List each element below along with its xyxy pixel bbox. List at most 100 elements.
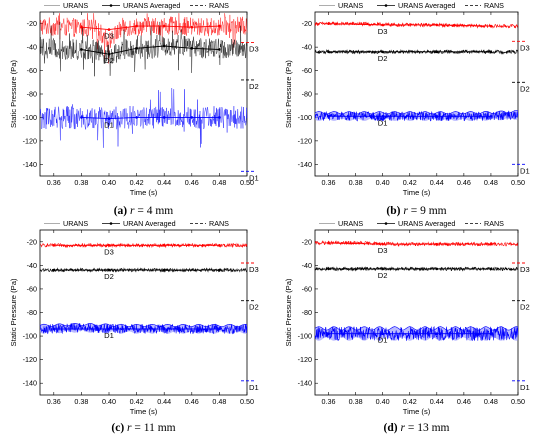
rans-label-d1: D1: [249, 383, 259, 392]
legend-entry: URANS Averaged: [377, 219, 455, 228]
y-tick-label: -80: [302, 308, 312, 317]
rans-label-d2: D2: [249, 303, 259, 312]
x-tick-label: 0.48: [484, 397, 498, 406]
averaged-point: [381, 23, 384, 27]
legend-label: URANS: [338, 219, 363, 228]
y-tick-label: -120: [298, 355, 312, 364]
averaged-point: [489, 114, 493, 118]
y-tick-label: -80: [302, 90, 312, 99]
legend-entry: URANS Averaged: [377, 1, 455, 10]
averaged-point: [218, 244, 221, 247]
y-tick-label: -100: [23, 332, 37, 341]
x-tick-label: 0.42: [403, 178, 417, 187]
series-rans-d1: D1: [512, 163, 530, 175]
y-tick-label: -80: [27, 308, 37, 317]
caption-letter: (c): [111, 422, 124, 434]
y-tick-label: -20: [27, 19, 37, 28]
averaged-point: [218, 327, 221, 331]
x-tick-label: 0.46: [185, 178, 199, 187]
series-urans-d1: [39, 322, 248, 335]
urans-line: [314, 21, 519, 29]
averaged-line: [81, 25, 220, 31]
urans-line: [314, 110, 519, 122]
x-tick-label: 0.44: [157, 178, 171, 187]
caption-rest: = 13 mm: [405, 422, 450, 434]
averaged-point: [162, 44, 166, 48]
legend-entry: URAN Averaged: [102, 219, 176, 228]
averaged-point: [107, 117, 111, 120]
y-tick-label: -100: [298, 332, 312, 341]
legend-label: URANS Averaged: [123, 1, 180, 10]
panel-caption: (d) r = 13 mm: [384, 422, 450, 434]
chart-panel-0: 0.36 0.38 0.40 0.42 0.44 0.46 0.48 0.50 -20 -40 -6…: [9, 1, 259, 197]
y-tick-label: -120: [23, 355, 37, 364]
averaged-point: [381, 114, 384, 118]
curve-label-d1: D1: [104, 331, 114, 340]
legend-marker-averaged: [384, 4, 388, 7]
averaged-line: [328, 23, 491, 27]
y-tick-label: -20: [27, 237, 37, 246]
legend-entry: URANS: [319, 1, 363, 10]
urans-line: [39, 87, 248, 148]
curve-label-d3: D3: [378, 246, 388, 255]
x-tick-label: 0.48: [484, 178, 498, 187]
series-averaged-d2: [80, 44, 221, 56]
x-tick-label: 0.38: [349, 178, 363, 187]
averaged-point: [435, 332, 439, 336]
y-tick-label: -20: [302, 237, 312, 246]
series-urans-d3: [39, 13, 248, 64]
x-tick-label: 0.46: [185, 397, 199, 406]
series-averaged-d2: [327, 50, 493, 54]
y-tick-label: -40: [302, 43, 312, 52]
averaged-point: [162, 24, 166, 28]
caption-letter: (d): [384, 422, 398, 434]
averaged-point: [381, 332, 384, 336]
y-tick-label: -60: [27, 66, 37, 75]
averaged-point: [80, 25, 83, 29]
chart-panel-2: 0.36 0.38 0.40 0.42 0.44 0.46 0.48 0.50 -20 -40 -6…: [9, 219, 259, 416]
rans-label-d3: D3: [520, 43, 530, 52]
y-tick-label: -40: [302, 261, 312, 270]
x-tick-label: 0.40: [376, 178, 390, 187]
y-tick-label: -60: [302, 66, 312, 75]
legend-entry: URANS: [44, 1, 88, 10]
urans-line: [39, 13, 248, 64]
caption-variable: r: [130, 205, 135, 217]
y-tick-label: -60: [302, 284, 312, 293]
averaged-point: [435, 267, 439, 271]
averaged-point: [190, 47, 194, 50]
series-rans-d1: D1: [241, 380, 259, 392]
averaged-point: [80, 116, 83, 119]
caption-rest: = 4 mm: [135, 205, 174, 217]
series-rans-d1: D1: [512, 380, 530, 392]
y-tick-label: -60: [27, 284, 37, 293]
curve-label-d3: D3: [104, 32, 114, 41]
rans-label-d1: D1: [249, 173, 259, 182]
y-tick-label: -120: [23, 136, 37, 145]
legend-entry: RANS: [190, 219, 229, 228]
averaged-point: [218, 268, 221, 272]
urans-line: [314, 326, 519, 342]
averaged-line: [81, 116, 220, 120]
x-tick-label: 0.42: [130, 178, 144, 187]
averaged-point: [162, 268, 166, 272]
series-averaged-d3: [52, 244, 221, 247]
x-tick-label: 0.50: [511, 397, 525, 406]
averaged-point: [381, 267, 384, 271]
averaged-point: [435, 114, 439, 118]
rans-label-d1: D1: [520, 383, 530, 392]
x-tick-label: 0.50: [240, 178, 254, 187]
averaged-line: [328, 242, 491, 245]
averaged-point: [327, 241, 330, 245]
plot-frame: [314, 11, 519, 177]
series-rans-d3: D3: [241, 262, 259, 274]
chart-panel-3: 0.36 0.38 0.40 0.42 0.44 0.46 0.48 0.50 -20 -40 -6…: [284, 219, 530, 416]
series-averaged-d1: [52, 327, 221, 331]
x-tick-label: 0.40: [376, 397, 390, 406]
x-axis-title: Time (s): [403, 407, 431, 416]
legend-label: URANS Averaged: [398, 1, 455, 10]
legend-marker-averaged: [109, 4, 113, 7]
x-tick-label: 0.44: [157, 397, 171, 406]
series-rans-d2: D2: [512, 300, 530, 312]
